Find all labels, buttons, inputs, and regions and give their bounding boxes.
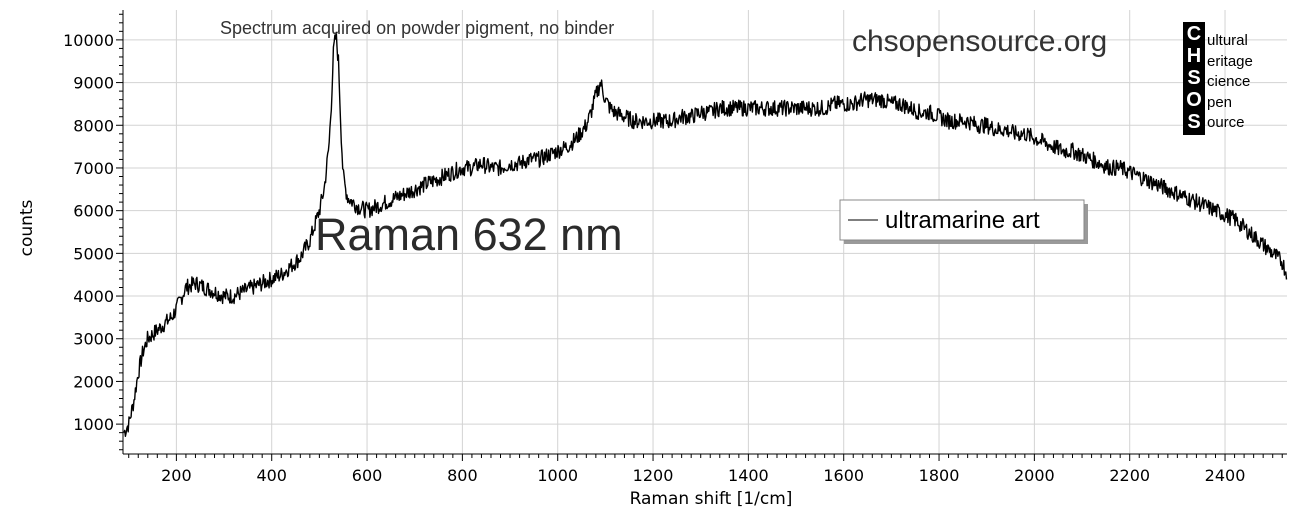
y-tick-label: 10000 [63,31,114,50]
chart-grid [123,10,1287,454]
legend: ultramarine art [839,199,1088,244]
y-tick-label: 2000 [73,372,114,391]
y-tick-label: 1000 [73,415,114,434]
logo-letter-h: H [1187,45,1201,67]
x-tick-label: 600 [352,466,383,485]
annotation-sample-note: Spectrum acquired on powder pigment, no … [220,18,614,38]
x-tick-label: 2400 [1205,466,1246,485]
logo-letter-c: C [1187,23,1201,45]
logo-bar [1183,22,1205,135]
logo-letter-o: O [1186,89,1202,111]
legend-box [839,199,1085,241]
logo-letter-s2: S [1187,111,1200,133]
x-tick-label: 2000 [1014,466,1055,485]
series-line-ultramarine-art [123,31,1288,437]
x-tick-label: 2200 [1109,466,1150,485]
y-tick-label: 7000 [73,159,114,178]
y-tick-label: 3000 [73,330,114,349]
x-tick-label: 800 [447,466,478,485]
chsos-logo: C H S O S ultural eritage cience pen our… [1183,22,1253,135]
y-tick-labels: 1000 2000 3000 4000 5000 6000 7000 8000 9000 1000… [63,31,114,434]
y-tick-label: 4000 [73,287,114,306]
logo-letter-s: S [1187,67,1200,89]
logo-word-source: ource [1207,114,1245,131]
annotation-website: chsopensource.org [852,25,1107,58]
annotation-laser-wavelength: Raman 632 nm [315,209,623,260]
x-tick-label: 200 [161,466,192,485]
y-tick-label: 6000 [73,202,114,221]
x-axis-title: Raman shift [1/cm] [630,489,793,509]
y-tick-label: 9000 [73,74,114,93]
x-tick-label: 400 [256,466,287,485]
logo-word-science: cience [1207,73,1250,90]
x-tick-label: 1800 [919,466,960,485]
y-tick-label: 8000 [73,116,114,135]
y-tick-label: 5000 [73,244,114,263]
logo-word-cultural: ultural [1207,32,1248,49]
logo-word-open: pen [1207,94,1232,111]
x-tick-label: 1200 [633,466,674,485]
logo-word-heritage: eritage [1207,53,1253,70]
legend-label: ultramarine art [885,207,1040,234]
x-tick-label: 1600 [823,466,864,485]
x-tick-labels: 200 400 600 800 1000 1200 1400 1600 1800 2000 2200… [161,466,1245,485]
y-axis-title: counts [17,199,37,256]
chart-axes [116,10,1287,461]
x-tick-label: 1400 [728,466,769,485]
x-tick-label: 1000 [537,466,578,485]
